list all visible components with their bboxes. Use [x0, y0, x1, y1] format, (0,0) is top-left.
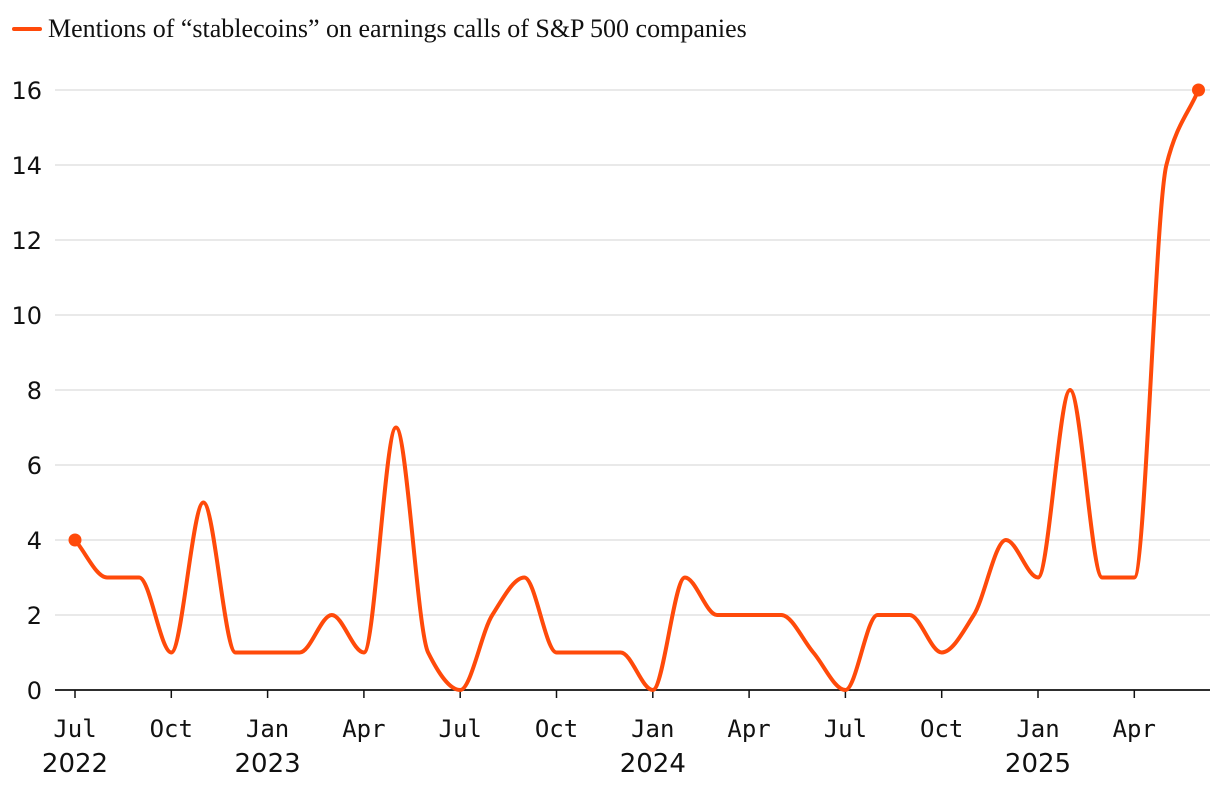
x-tick-label: Oct: [920, 715, 963, 743]
legend: Mentions of “stablecoins” on earnings ca…: [12, 14, 747, 44]
y-tick-label: 16: [11, 77, 42, 105]
x-tick-label: Jan: [631, 715, 674, 743]
y-tick-label: 0: [27, 677, 42, 705]
x-tick-label: Jul: [439, 715, 482, 743]
y-tick-label: 12: [11, 227, 42, 255]
end-point-marker: [1192, 83, 1205, 97]
x-tick-label: Jul: [53, 715, 96, 743]
x-tick-label: Oct: [150, 715, 193, 743]
legend-swatch: [12, 27, 42, 31]
x-tick-label: Jul: [824, 715, 867, 743]
x-tick-year-label: 2024: [620, 749, 686, 779]
y-tick-label: 10: [11, 302, 42, 330]
x-tick-year-label: 2025: [1005, 749, 1071, 779]
x-tick-label: Oct: [535, 715, 578, 743]
x-tick-label: Apr: [342, 715, 385, 743]
legend-label: Mentions of “stablecoins” on earnings ca…: [48, 14, 747, 43]
start-point-marker: [68, 533, 82, 547]
y-tick-label: 8: [27, 377, 42, 405]
y-tick-label: 14: [11, 152, 42, 180]
x-tick-year-label: 2023: [235, 749, 301, 779]
x-tick-label: Jan: [246, 715, 289, 743]
x-tick-label: Jan: [1016, 715, 1059, 743]
series-line: [73, 88, 1201, 692]
y-tick-label: 6: [27, 452, 42, 480]
x-tick-year-label: 2022: [42, 749, 108, 779]
y-tick-label: 4: [27, 527, 42, 555]
x-tick-label: Apr: [727, 715, 770, 743]
x-tick-label: Apr: [1113, 715, 1156, 743]
y-tick-label: 2: [27, 602, 42, 630]
